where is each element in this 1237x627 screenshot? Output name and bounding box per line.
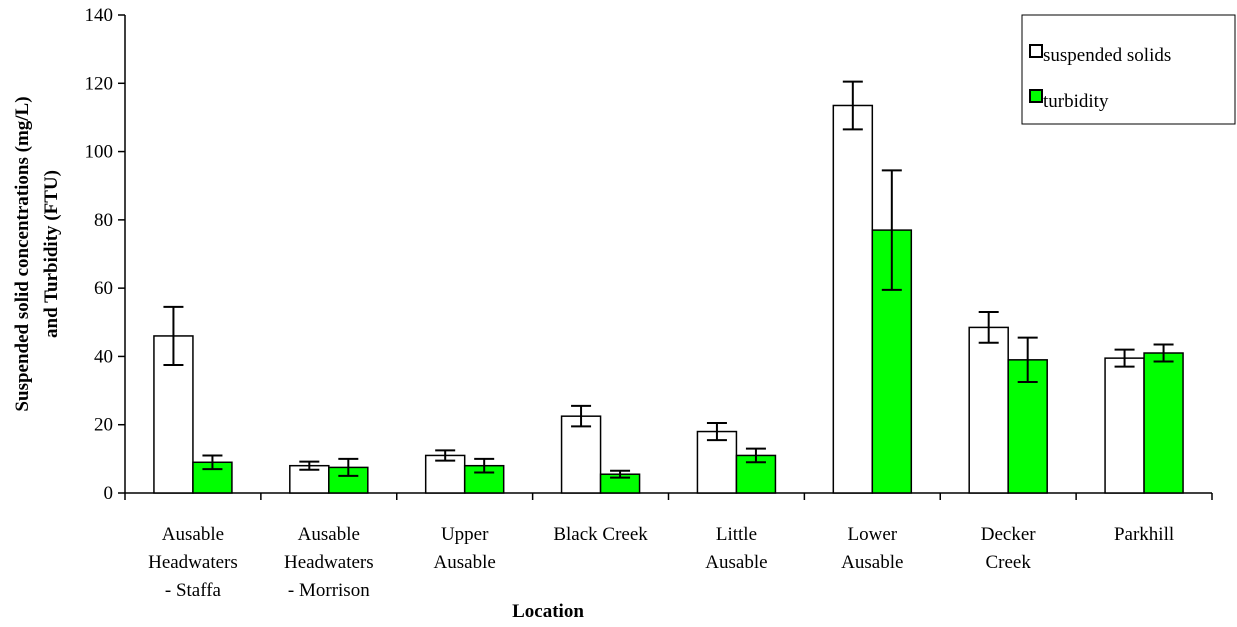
category-label: Black Creek [553,524,648,545]
category-label: - Morrison [288,580,370,601]
bar-suspended-solids [968,326,1009,494]
y-axis-title: Suspended solid concentrations (mg/L) an… [12,96,62,411]
bar-suspended-solids [560,415,602,494]
bar-turbidity [1143,352,1184,494]
category-label: Upper [441,524,489,545]
legend: suspended solids turbidity [1021,14,1236,125]
y-tick-label: 80 [94,210,113,231]
x-axis-title: Location [512,601,584,622]
y-tick-label: 100 [85,142,114,163]
category-labels: Ausable Headwaters - Staffa Ausable Headwate… [148,524,1174,601]
error-bars [163,80,1174,479]
category-label: Headwaters [284,552,374,573]
y-tick-label: 40 [94,346,113,367]
bar-turbidity [871,229,913,494]
category-label: Lower [848,524,898,545]
legend-label-turbidity: turbidity [1043,91,1109,112]
y-axis-title-line-2: and Turbidity (FTU) [41,170,62,338]
legend-box [1021,14,1236,125]
category-label: Creek [986,552,1032,573]
y-tick-label: 60 [94,278,113,299]
y-ticks: 0 20 40 60 80 100 120 140 [85,5,125,504]
category-label: Decker [981,524,1037,545]
category-label: Ausable [705,552,767,573]
x-ticks [124,493,1213,500]
category-label: Ausable [162,524,224,545]
legend-swatch-suspended-solids [1029,44,1043,58]
legend-label-suspended-solids: suspended solids [1043,45,1171,66]
category-label: Ausable [434,552,496,573]
bars [153,104,1184,494]
bar-suspended-solids [696,430,738,494]
bar-suspended-solids [424,454,466,494]
y-tick-label: 120 [85,73,114,94]
category-label: Ausable [298,524,360,545]
category-label: Headwaters [148,552,238,573]
bar-suspended-solids [1104,357,1145,494]
y-tick-label: 0 [104,483,114,504]
legend-swatch-turbidity [1029,89,1043,103]
y-tick-label: 20 [94,415,113,436]
y-tick-label: 140 [85,5,114,26]
category-label: Little [716,524,757,545]
category-label: - Staffa [165,580,222,601]
category-label: Ausable [841,552,903,573]
bar-suspended-solids [832,104,874,494]
category-label: Parkhill [1114,524,1174,545]
y-axis-title-line-1: Suspended solid concentrations (mg/L) [12,96,33,411]
